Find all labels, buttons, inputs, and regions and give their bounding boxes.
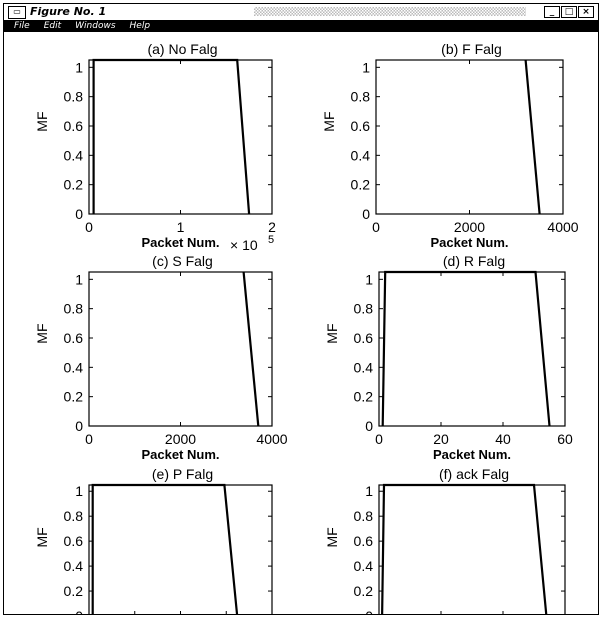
subplot-6: (f) ack Falg 0 0.2 0.4 0.6 0.8 1 MF xyxy=(324,466,566,615)
x-tick-label: 40 xyxy=(495,431,511,447)
y-axis-label: MF xyxy=(324,527,340,547)
series-line xyxy=(92,58,251,215)
menu-file[interactable]: File xyxy=(14,21,30,31)
y-tick-label: 0.6 xyxy=(64,330,84,346)
y-tick-label: 0.6 xyxy=(354,533,374,549)
y-tick-label: 0.8 xyxy=(351,89,371,105)
x-tick-label: 0 xyxy=(85,219,93,235)
y-tick-label: 0.4 xyxy=(354,359,374,375)
series-line xyxy=(524,59,541,215)
window-title: Figure No. 1 xyxy=(30,5,107,18)
y-tick-label: 1 xyxy=(365,271,373,287)
y-tick-label: 0.4 xyxy=(64,558,84,574)
title-bar[interactable]: ▭ Figure No. 1 _ □ × xyxy=(4,4,598,21)
axes-frame xyxy=(375,59,564,215)
x-axis-exponent: × 10 xyxy=(230,237,258,253)
y-tick-label: 0.8 xyxy=(64,508,84,524)
y-tick-label: 0.4 xyxy=(351,147,371,163)
close-button[interactable]: × xyxy=(578,6,594,18)
y-tick-label: 0.6 xyxy=(354,330,374,346)
y-tick-label: 0.4 xyxy=(64,147,84,163)
menu-bar: File Edit Windows Help xyxy=(4,20,598,32)
x-axis-label: Packet Num. xyxy=(433,447,511,462)
subplot-title: (f) ack Falg xyxy=(439,466,509,482)
y-tick-label: 0.2 xyxy=(64,177,84,193)
y-tick-label: 0.8 xyxy=(64,301,84,317)
series-line xyxy=(381,270,551,427)
y-tick-label: 1 xyxy=(365,483,373,499)
y-tick-label: 0.2 xyxy=(351,177,371,193)
maximize-button[interactable]: □ xyxy=(561,6,577,18)
figure-canvas: (a) No Falg 0 0.2 0.4 0.6 0.8 1 0 1 2 MF Packet Num… xyxy=(34,41,579,615)
x-axis-label: Packet Num. xyxy=(141,447,219,462)
y-tick-label: 0 xyxy=(365,418,373,434)
app-icon[interactable]: ▭ xyxy=(8,6,26,19)
y-tick-label: 1 xyxy=(75,59,83,75)
subplot-5: (e) P Falg 0 0.2 0.4 0.6 0.8 1 MF xyxy=(34,466,273,615)
y-tick-label: 0 xyxy=(75,418,83,434)
series-line xyxy=(242,271,260,427)
subplot-title: (b) F Falg xyxy=(441,41,502,57)
y-axis-label: MF xyxy=(324,323,340,343)
subplot-title: (c) S Falg xyxy=(152,253,213,269)
y-tick-label: 0.2 xyxy=(354,389,374,405)
y-tick-label: 0 xyxy=(362,206,370,222)
axes-frame xyxy=(88,484,273,614)
subplot-3: (c) S Falg 0 0.2 0.4 0.6 0.8 1 0 2000 4000 MF Packe… xyxy=(34,253,288,462)
y-tick-label: 0.2 xyxy=(64,389,84,405)
figure-window: ▭ Figure No. 1 _ □ × File Edit Windows H… xyxy=(3,3,599,615)
x-tick-label: 60 xyxy=(557,431,573,447)
y-tick-label: 0 xyxy=(365,608,373,615)
y-tick-label: 1 xyxy=(362,59,370,75)
subplot-2: (b) F Falg 0 0.2 0.4 0.6 0.8 1 0 2000 4000 MF Packe… xyxy=(321,41,579,250)
subplot-1: (a) No Falg 0 0.2 0.4 0.6 0.8 1 0 1 2 MF Packet Num… xyxy=(34,41,276,253)
x-tick-label: 0 xyxy=(85,431,93,447)
y-tick-label: 0.6 xyxy=(64,118,84,134)
y-tick-label: 0.2 xyxy=(354,583,374,599)
y-tick-label: 0.6 xyxy=(351,118,371,134)
subplot-title: (a) No Falg xyxy=(147,41,217,57)
y-tick-label: 0.8 xyxy=(64,89,84,105)
x-tick-label: 2000 xyxy=(165,431,196,447)
x-axis-label: Packet Num. xyxy=(430,235,508,250)
y-tick-label: 0.4 xyxy=(354,558,374,574)
axes-frame xyxy=(88,59,273,215)
y-tick-label: 1 xyxy=(75,271,83,287)
y-tick-label: 0.2 xyxy=(64,583,84,599)
y-tick-label: 0.8 xyxy=(354,508,374,524)
x-tick-label: 4000 xyxy=(547,219,578,235)
minimize-button[interactable]: _ xyxy=(544,6,560,18)
title-bar-pattern xyxy=(254,7,526,16)
series-line xyxy=(381,483,548,614)
axes-frame xyxy=(88,271,273,427)
subplot-title: (e) P Falg xyxy=(152,466,213,482)
x-tick-label: 2000 xyxy=(454,219,485,235)
subplot-4: (d) R Falg 0 0.2 0.4 0.6 0.8 1 0 20 40 60 MF Packet … xyxy=(324,253,573,462)
y-axis-label: MF xyxy=(34,111,50,131)
x-tick-label: 0 xyxy=(375,431,383,447)
x-tick-label: 2 xyxy=(268,219,276,235)
y-axis-label: MF xyxy=(34,527,50,547)
x-axis-exponent-power: 5 xyxy=(268,234,274,246)
x-tick-label: 1 xyxy=(177,219,185,235)
subplot-title: (d) R Falg xyxy=(443,253,505,269)
y-tick-label: 1 xyxy=(75,483,83,499)
y-tick-label: 0.4 xyxy=(64,359,84,375)
y-tick-label: 0 xyxy=(75,206,83,222)
x-tick-label: 20 xyxy=(433,431,449,447)
axes-frame xyxy=(378,271,566,427)
menu-windows[interactable]: Windows xyxy=(75,21,116,31)
menu-edit[interactable]: Edit xyxy=(43,21,62,31)
y-axis-label: MF xyxy=(321,111,337,131)
y-tick-label: 0.6 xyxy=(64,533,84,549)
x-tick-label: 4000 xyxy=(256,431,287,447)
series-line xyxy=(91,483,239,614)
menu-help[interactable]: Help xyxy=(129,21,151,31)
y-tick-label: 0 xyxy=(75,608,83,615)
x-tick-label: 0 xyxy=(372,219,380,235)
x-axis-label: Packet Num. xyxy=(141,235,219,250)
y-tick-label: 0.8 xyxy=(354,301,374,317)
y-axis-label: MF xyxy=(34,323,50,343)
axes-frame xyxy=(378,484,566,614)
